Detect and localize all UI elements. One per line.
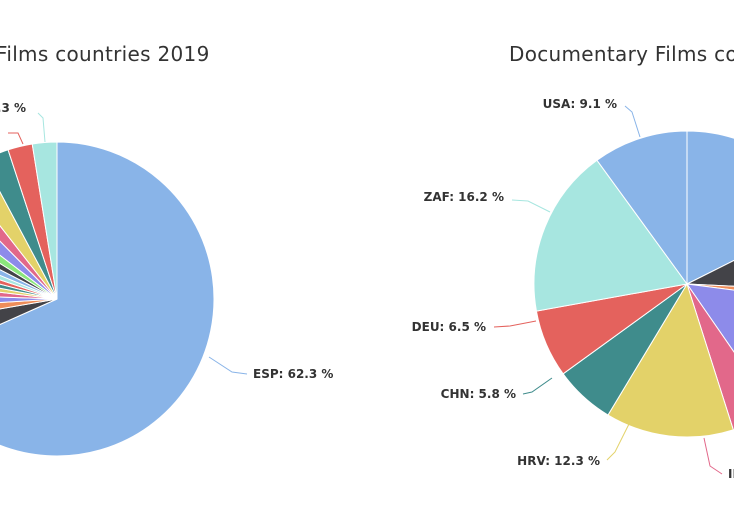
pie2-data-label-8: ZAF: 16.2 % [424,190,504,204]
pie1-slice-17[interactable] [31,141,58,300]
pie2-slice-8-zaf[interactable] [533,159,688,312]
pie2-connector-8 [511,199,551,213]
pie-documentary-films: II HRV: 12.3 % CHN: 5.8 % DEU: 6.5 % ZAF: 16… [412,97,734,481]
pie1-slice-3[interactable] [0,294,58,309]
chart-title-films-countries: Films countries 2019 [0,42,210,66]
pie1-data-label-0: ESP: 62.3 % [253,367,333,381]
pie2-slice-9-usa[interactable] [596,130,688,286]
pie1-connector-17 [37,112,46,143]
pie-films-countries: ESP: 62.3 % .3 % [0,101,333,457]
pie1-slice-1[interactable] [0,298,58,363]
pie2-data-label-7: DEU: 6.5 % [412,320,486,334]
pie2-data-label-9: USA: 9.1 % [543,97,617,111]
pie2-data-label-4: II [728,467,734,481]
pie2-slice-1[interactable] [685,215,734,291]
chart-title-documentary-films: Documentary Films co [509,42,734,66]
pie1-slice-2[interactable] [0,298,58,326]
pie1-connector-extra-0 [8,132,24,145]
pie2-connector-4 [703,437,723,475]
pie1-slice-0-esp[interactable] [0,141,215,457]
pie2-connector-7 [493,320,537,328]
pie1-data-label-17: .3 % [0,101,26,115]
pie2-data-label-5: HRV: 12.3 % [517,454,600,468]
pie2-data-label-6: CHN: 5.8 % [441,387,516,401]
pie2-slice-0[interactable] [686,130,734,285]
pie2-connector-6 [522,377,553,395]
pie1-connector-0 [208,356,248,375]
pie2-connector-9 [624,105,641,138]
pie2-connector-5 [606,423,630,461]
pie2-slice-5-hrv[interactable] [607,282,734,438]
